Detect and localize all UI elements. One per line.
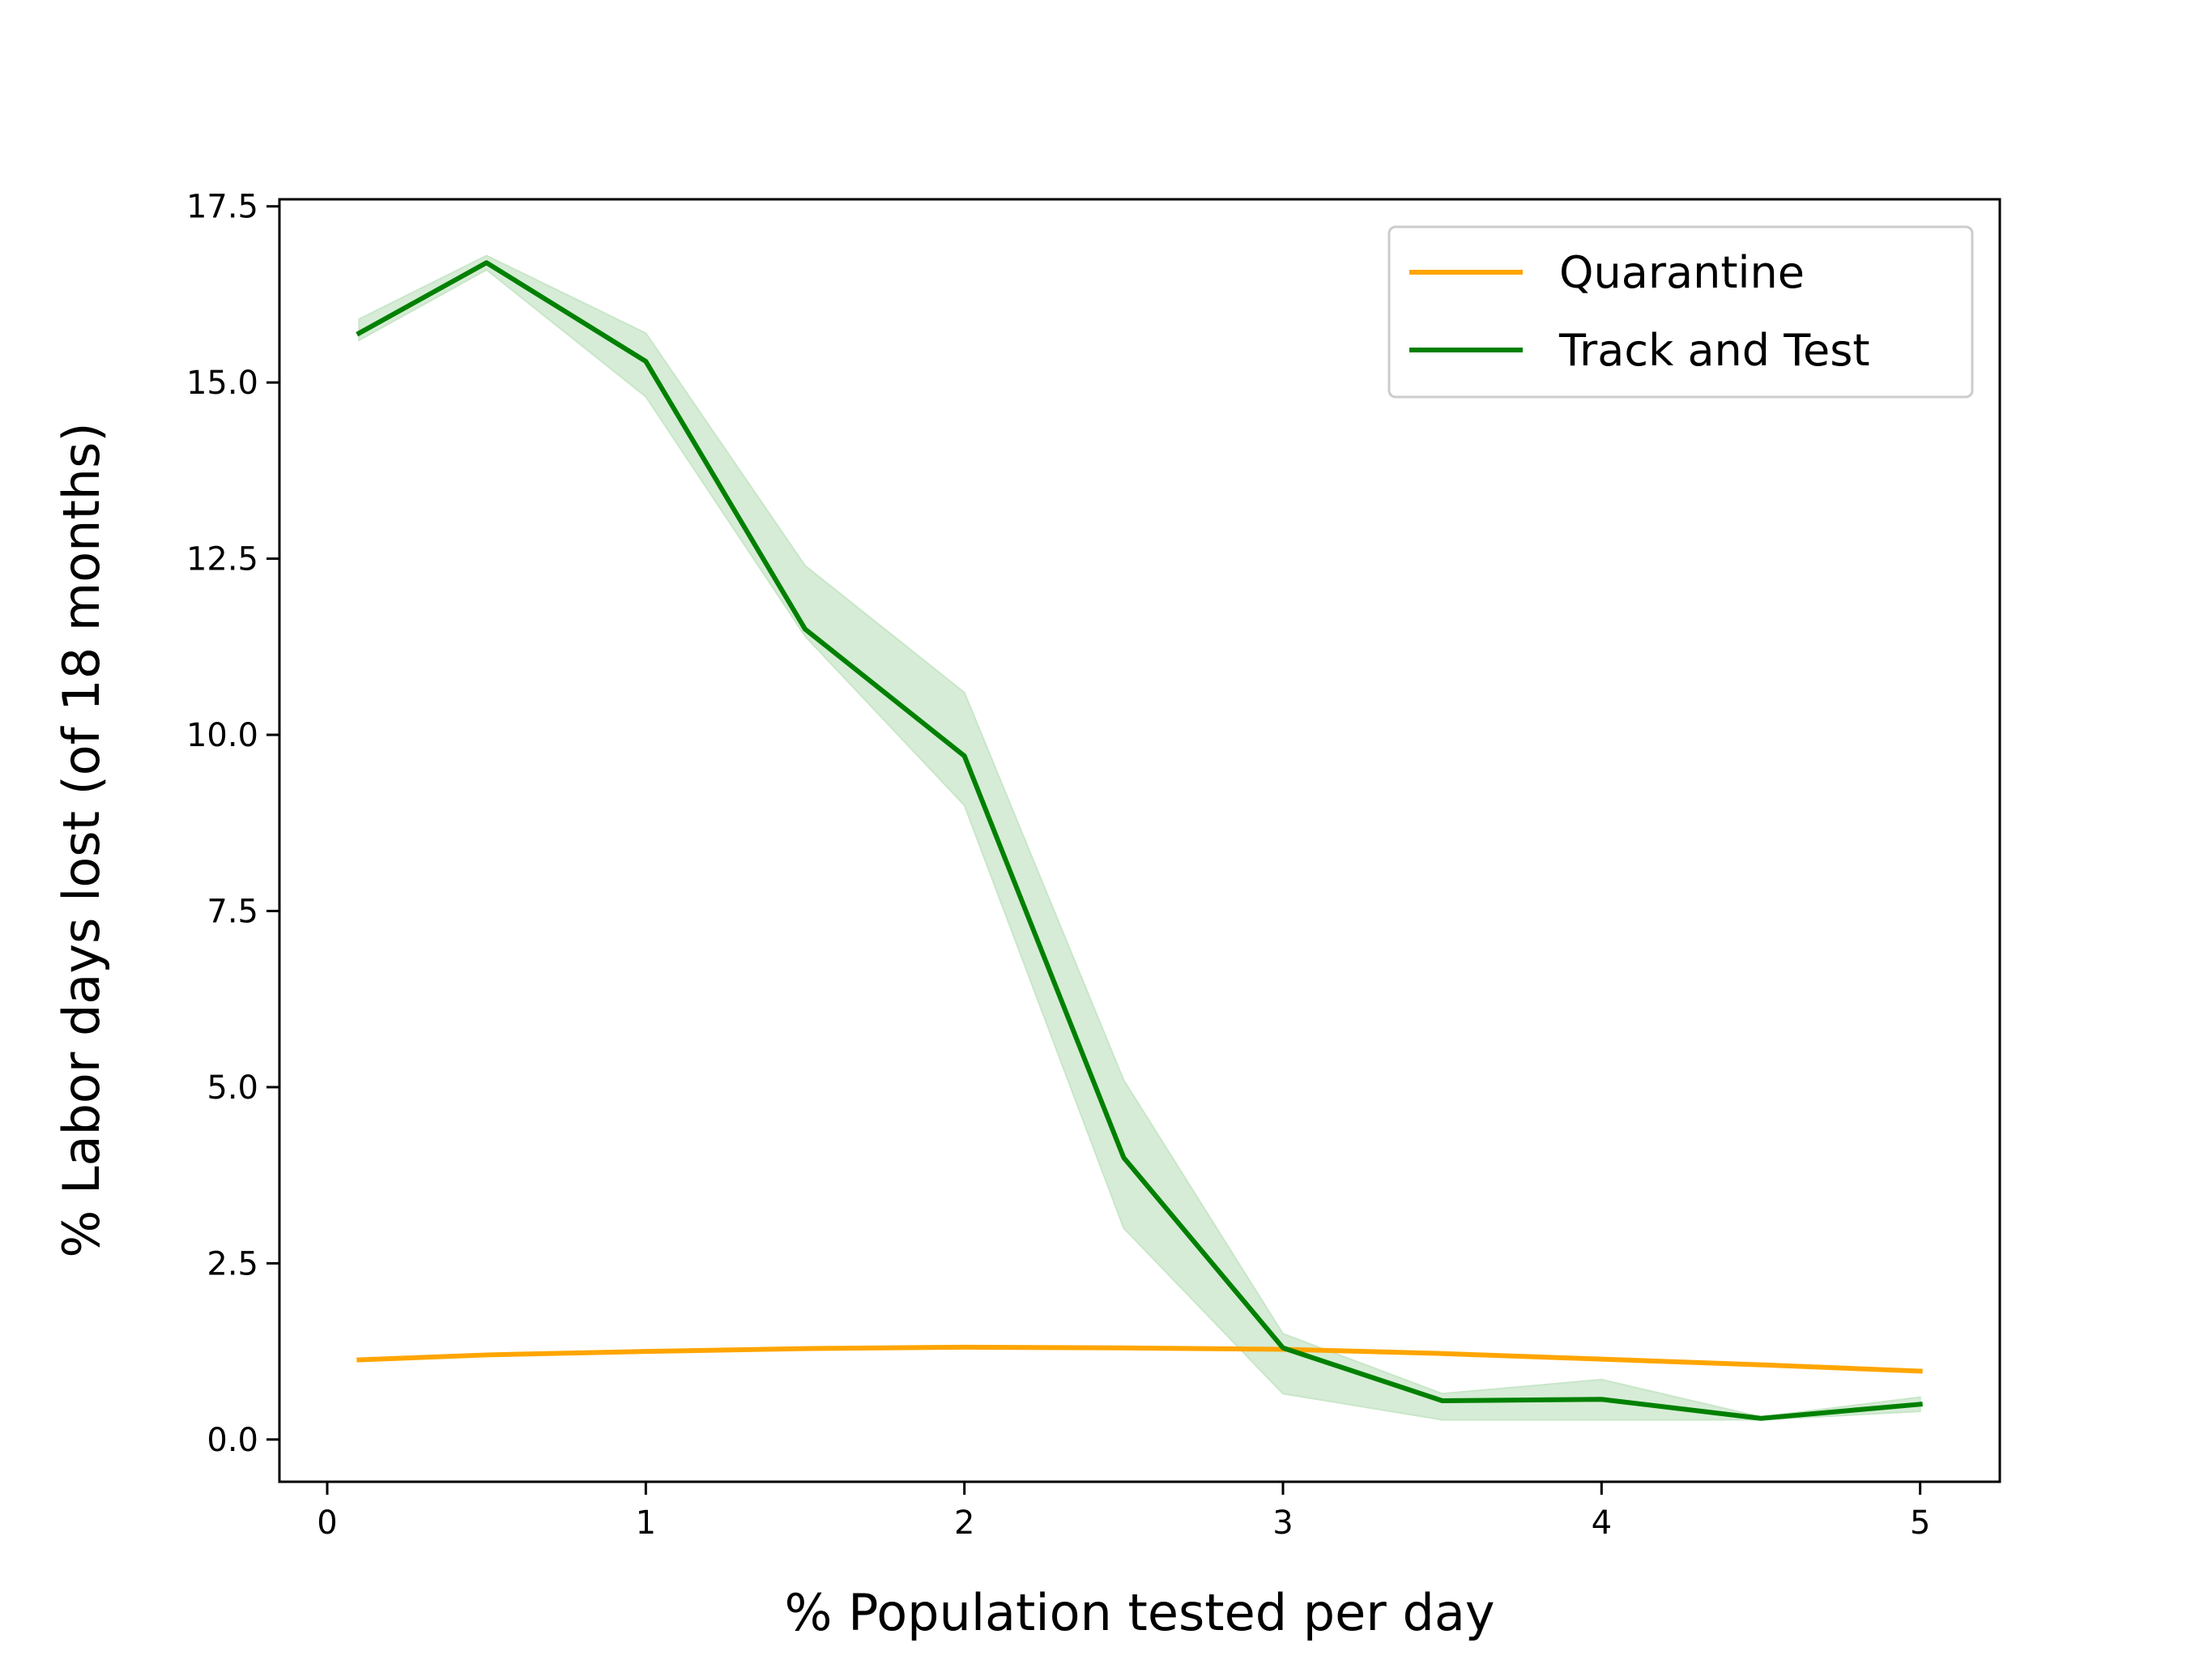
series-lines [356, 260, 1923, 1421]
confidence-band-track-and-test [358, 254, 1921, 1421]
x-tick-label: 0 [317, 1504, 337, 1542]
confidence-bands [358, 254, 1921, 1421]
x-tick-label: 2 [954, 1504, 974, 1542]
series-line-track-and-test [356, 260, 1923, 1421]
y-tick-label: 17.5 [186, 189, 258, 226]
x-tick-label: 1 [636, 1504, 656, 1542]
legend-frame [1387, 225, 1974, 399]
y-axis-ticks: 0.0 2.5 5.0 7.5 10.0 12.5 15.0 17.5 [186, 189, 279, 1459]
x-tick-label: 5 [1910, 1504, 1930, 1542]
y-tick-label: 5.0 [207, 1069, 258, 1107]
legend: Quarantine Track and Test [1387, 225, 1974, 399]
y-tick-label: 10.0 [186, 717, 258, 754]
y-axis-title: % Labor days lost (of 18 months) [52, 422, 111, 1257]
y-tick-label: 7.5 [207, 893, 258, 930]
series-line-quarantine [356, 1344, 1923, 1374]
x-tick-label: 4 [1592, 1504, 1612, 1542]
y-tick-label: 2.5 [207, 1245, 258, 1282]
x-axis-title: % Population tested per day [784, 1583, 1494, 1642]
y-tick-label: 15.0 [186, 365, 258, 402]
legend-label: Quarantine [1559, 247, 1805, 298]
x-axis-ticks: 0 1 2 3 4 5 [317, 1482, 1930, 1542]
plot-frame [278, 198, 2001, 1483]
y-tick-label: 12.5 [186, 541, 258, 578]
x-tick-label: 3 [1272, 1504, 1293, 1542]
y-tick-label: 0.0 [207, 1422, 258, 1459]
legend-label: Track and Test [1558, 325, 1870, 376]
